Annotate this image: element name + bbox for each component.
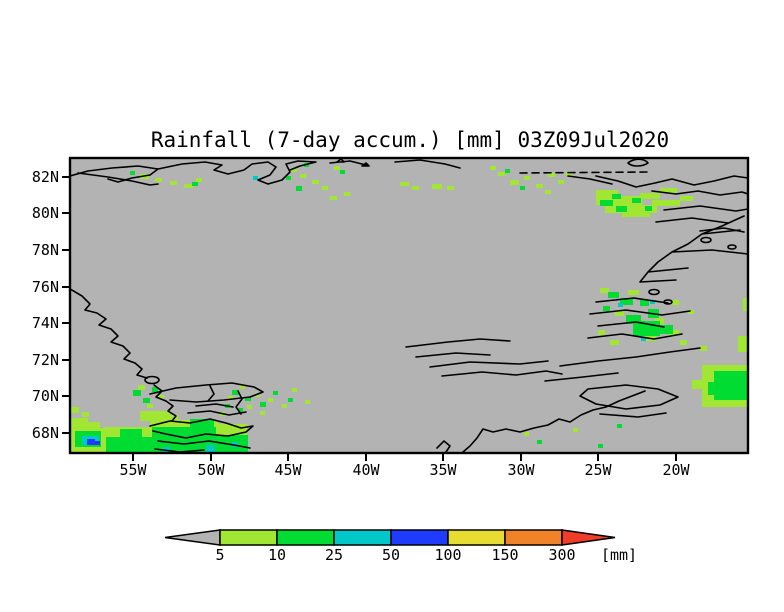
colorbar-seg-5-10 [219,529,278,546]
ne-island-1 [700,236,712,244]
colorbar-tick-label: 100 [434,546,461,564]
colorbar-seg-10-25 [276,529,335,546]
y-tick-label: 74N [32,314,59,332]
colorbar-seg-50-100 [390,529,449,546]
ne-island-2 [727,244,737,250]
y-tick-label: 80N [32,204,59,222]
colorbar-tick-label: 300 [548,546,575,564]
north-coast-mid [329,158,370,167]
y-tick-label: 70N [32,387,59,405]
colorbar-below-arrow [164,529,221,546]
north-coast-west-2 [77,172,159,186]
colorbar-tick-label: 25 [325,546,343,564]
disko-island [144,375,160,385]
colorbar-unit-label: [mm] [601,546,637,564]
colorbar-tick-label: 150 [491,546,518,564]
colorbar: 5 10 25 50 100 150 300 [mm] [164,529,637,564]
east-island-1 [648,288,660,296]
rain-bin-50-100mm [87,439,100,445]
southeast-coast [462,390,646,453]
north-coast-mid-2 [394,159,461,169]
north-coast-dashed [519,171,649,174]
east-coast-chain [639,215,748,283]
x-tick-label: 35W [429,461,457,479]
x-axis: 55W 50W 45W 40W 35W 30W 25W 20W [119,453,691,479]
y-tick-label: 68N [32,424,59,442]
y-tick-label: 82N [32,168,59,186]
y-tick-label: 76N [32,278,59,296]
map-frame [68,156,750,455]
scoresby-fjords [544,347,701,418]
x-tick-label: 25W [584,461,612,479]
colorbar-tick-label: 10 [268,546,286,564]
south-coast-wisp [436,440,451,453]
colorbar-seg-25-50 [333,529,392,546]
ne-coast-2 [651,190,748,196]
y-tick-label: 78N [32,241,59,259]
scoresby-loop [579,384,679,410]
colorbar-tick-label: 5 [215,546,224,564]
x-tick-label: 30W [507,461,535,479]
southeast-fingers [405,338,563,377]
chart-title: Rainfall (7-day accum.) [mm] 03Z09Jul202… [151,128,669,152]
y-tick-label: 72N [32,351,59,369]
colorbar-seg-100-150 [447,529,506,546]
ne-coast-loop [627,158,649,167]
ne-coast-1 [567,175,748,188]
y-axis: 82N 80N 78N 76N 74N 72N 70N 68N [32,168,70,442]
colorbar-above-arrow [561,529,616,546]
east-fjord-fingers [587,297,691,340]
disko-fjords [187,385,247,416]
x-tick-label: 45W [274,461,302,479]
colorbar-tick-label: 50 [382,546,400,564]
nuussuaq-peninsula [149,382,264,403]
coastlines [70,158,748,453]
colorbar-seg-150-300 [504,529,563,546]
west-coast [70,288,148,379]
north-coast-hook [157,160,317,185]
x-tick-label: 50W [197,461,225,479]
x-tick-label: 55W [119,461,147,479]
x-tick-label: 40W [352,461,380,479]
x-tick-label: 20W [662,461,690,479]
